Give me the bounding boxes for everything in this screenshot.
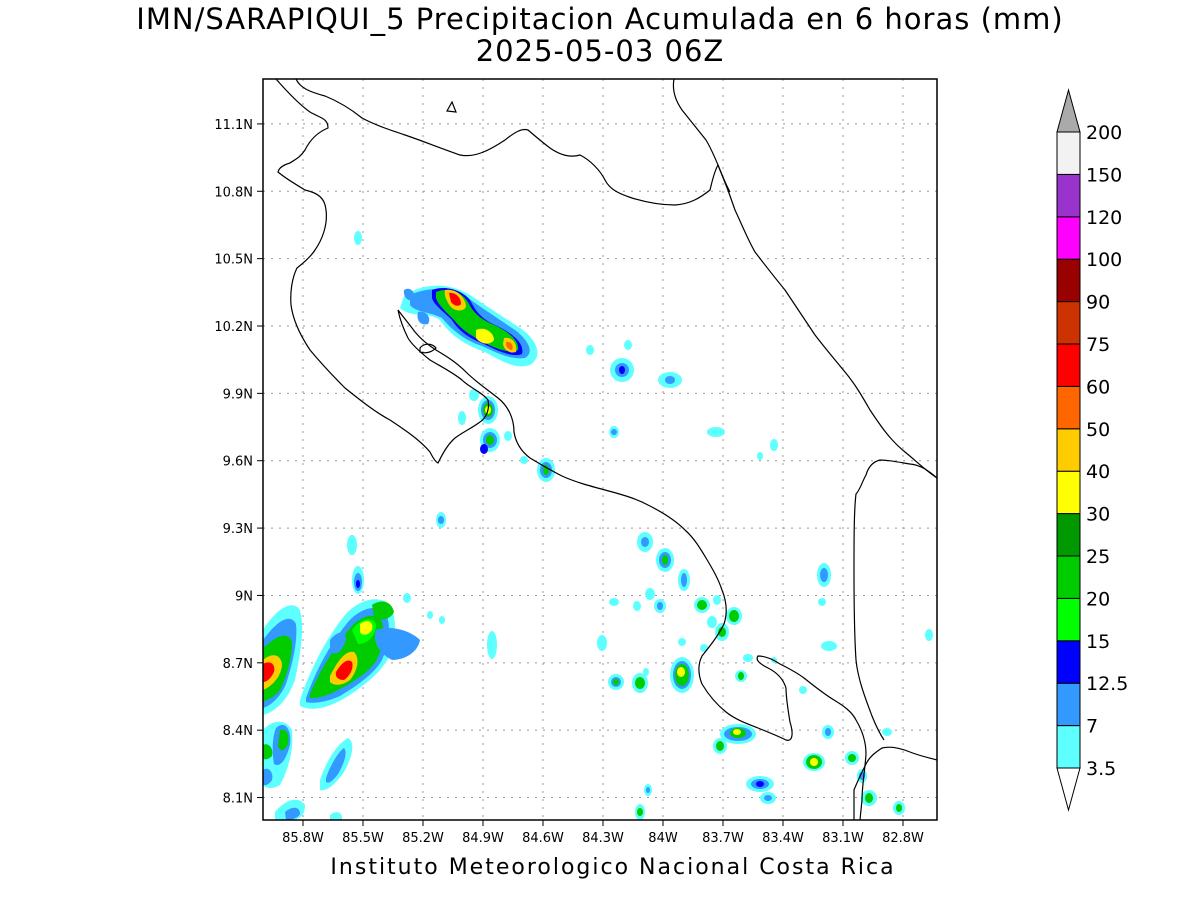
colorbar-label: 50 [1086, 419, 1110, 441]
lon-tick-label: 84.9W [462, 831, 504, 846]
colorbar-swatch [1056, 513, 1081, 557]
colorbar-swatch [1056, 301, 1081, 345]
colorbar-swatch [1056, 428, 1081, 472]
colorbar-label: 40 [1086, 461, 1110, 483]
coast-pacific-north [275, 78, 481, 464]
gridlines [263, 79, 937, 820]
colorbar-label: 100 [1086, 249, 1122, 271]
precip-cell-scattered [347, 231, 933, 820]
lat-tick-label: 9.6N [223, 455, 253, 470]
lon-tick-label: 84W [648, 831, 678, 846]
coast-panama-south [853, 746, 938, 820]
precip-cell-southwest-band [263, 599, 420, 820]
colorbar-label: 25 [1086, 546, 1110, 568]
lon-tick-label: 83.7W [702, 831, 744, 846]
colorbar-swatch [1056, 470, 1081, 515]
colorbar-swatch [1056, 385, 1081, 430]
lat-tick-label: 10.2N [214, 320, 253, 335]
map-background [263, 79, 937, 820]
colorbar-swatch [1056, 343, 1081, 387]
colorbar-label: 150 [1086, 164, 1122, 186]
colorbar-label: 12.5 [1086, 673, 1128, 695]
lat-tick-label: 8.1N [223, 792, 253, 807]
map-plot-area: 8.1N 8.4N 8.7N 9N 9.3N 9.6N 9.9N 10.2N 10.5N 10.8… [214, 78, 938, 846]
coast-caribbean [672, 78, 938, 479]
lat-tick-label: 10.5N [214, 253, 253, 268]
border-nicaragua-north [295, 78, 731, 206]
lon-tick-label: 83.1W [822, 831, 864, 846]
colorbar-max-arrow [1056, 88, 1081, 133]
colorbar-label: 3.5 [1086, 758, 1116, 780]
lat-tick-label: 11.1N [214, 118, 253, 133]
coastlines [275, 78, 938, 821]
lon-tick-label: 84.6W [522, 831, 564, 846]
colorbar-label: 120 [1086, 207, 1122, 229]
lon-tick-label: 84.3W [582, 831, 624, 846]
lon-tick-label: 85.8W [282, 831, 324, 846]
island-ometepe [446, 100, 457, 113]
colorbar-legend: 3.5 7 12.5 15 20 25 30 40 50 60 75 90 100 120 150 200 [1056, 88, 1128, 812]
colorbar-label: 7 [1086, 716, 1098, 738]
coast-pacific-south [397, 309, 867, 821]
colorbar-label: 30 [1086, 504, 1110, 526]
colorbar-label: 60 [1086, 376, 1110, 398]
colorbar-label: 75 [1086, 334, 1110, 356]
lat-tick-label: 10.8N [214, 185, 253, 200]
lat-tick-label: 8.4N [223, 724, 253, 739]
colorbar-swatch [1056, 725, 1081, 769]
lon-tick-label: 82.8W [882, 831, 924, 846]
map-title: IMN/SARAPIQUI_5 Precipitacion Acumulada … [136, 2, 1064, 36]
lon-tick-label: 83.4W [762, 831, 804, 846]
longitude-axis: 85.8W 85.5W 85.2W 84.9W 84.6W 84.3W 84W 83.7W 83… [282, 820, 924, 846]
lat-tick-label: 9.9N [223, 387, 253, 402]
colorbar-swatch [1056, 173, 1081, 218]
lon-tick-label: 85.5W [342, 831, 384, 846]
colorbar-swatch [1056, 682, 1081, 727]
lat-tick-label: 9.3N [223, 522, 253, 537]
colorbar-swatch [1056, 216, 1081, 260]
colorbar-min-arrow [1056, 767, 1081, 812]
lat-tick-label: 9N [235, 589, 253, 604]
colorbar-label: 200 [1086, 122, 1122, 144]
island-chira [419, 343, 437, 354]
lat-tick-label: 8.7N [223, 657, 253, 672]
colorbar-label: 15 [1086, 631, 1110, 653]
lon-tick-label: 85.2W [402, 831, 444, 846]
colorbar-label: 20 [1086, 588, 1110, 610]
map-frame [262, 78, 938, 821]
colorbar-label: 90 [1086, 292, 1110, 314]
precip-cell-north-cluster [400, 285, 538, 367]
colorbar-swatch [1056, 640, 1081, 684]
colorbar-swatch [1056, 258, 1081, 303]
map-subtitle: 2025-05-03 06Z [475, 34, 725, 68]
border-panama [853, 459, 938, 741]
colorbar-swatch [1056, 597, 1081, 642]
colorbar-swatch [1056, 131, 1081, 175]
credit-footer: Instituto Meteorologico Nacional Costa R… [330, 855, 896, 880]
colorbar-swatch [1056, 555, 1081, 599]
latitude-axis: 8.1N 8.4N 8.7N 9N 9.3N 9.6N 9.9N 10.2N 10.5N 10.8… [214, 118, 263, 807]
precipitation-cells [263, 231, 933, 820]
